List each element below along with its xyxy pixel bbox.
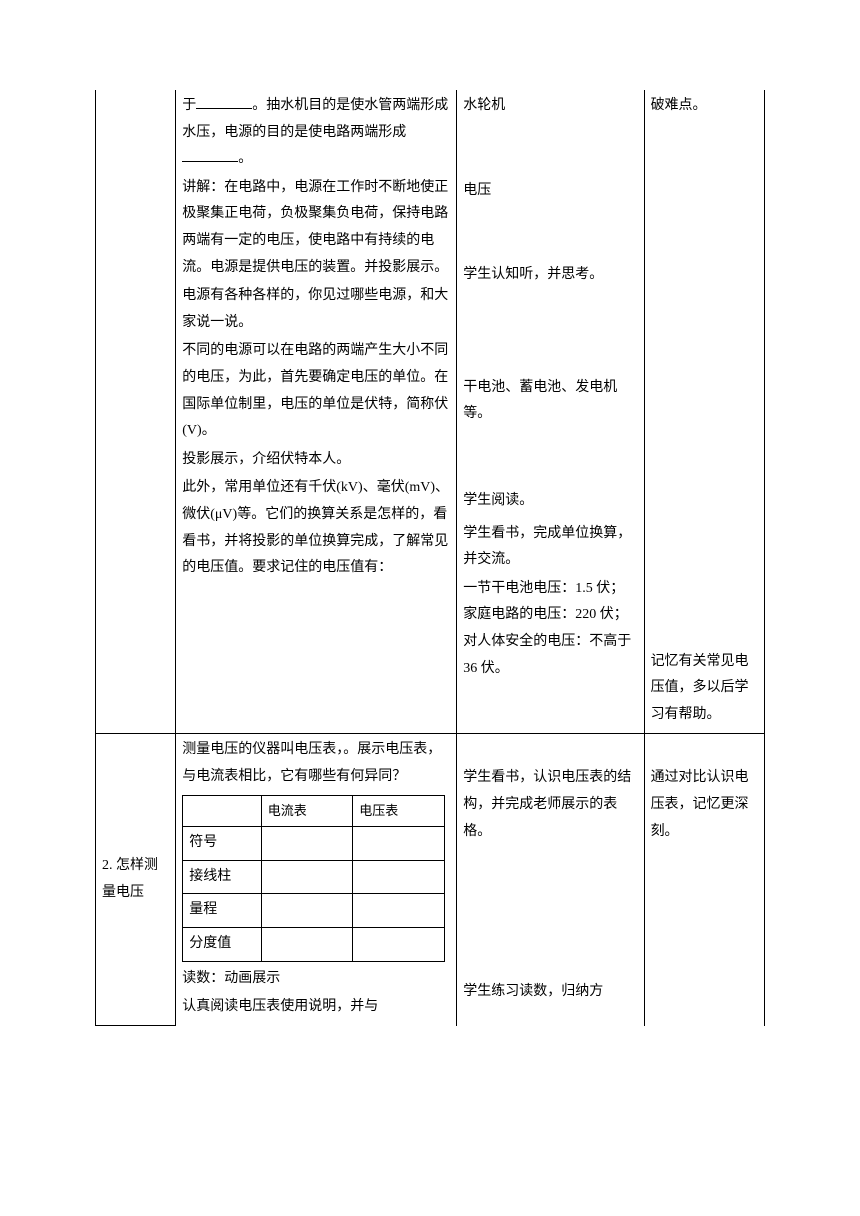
content-row-1: 于。抽水机目的是使水管两端形成水压，电源的目的是使电路两端形成。 讲解：在电路中… [96, 90, 765, 734]
paragraph: 破难点。 [651, 93, 758, 120]
paragraph: 认真阅读电压表使用说明，并与 [182, 994, 450, 1021]
spacer [651, 122, 758, 647]
spacer [651, 737, 758, 763]
spacer [463, 430, 637, 486]
table-cell [353, 894, 445, 928]
section-title: 2. 怎样测量电压 [102, 853, 169, 906]
paragraph: 一节干电池电压：1.5 伏；家庭电路的电压：220 伏；对人体安全的电压：不高于… [463, 576, 637, 682]
paragraph: 电压 [463, 178, 637, 205]
paragraph: 通过对比认识电压表，记忆更深刻。 [651, 765, 758, 845]
table-header-row: 电流表 电压表 [183, 795, 445, 827]
student-activity-cell: 学生看书，认识电压表的结构，并完成老师展示的表格。 学生练习读数，归纳方 [457, 734, 644, 1026]
paragraph: 学生阅读。 [463, 488, 637, 515]
table-cell [353, 827, 445, 861]
table-row: 分度值 [183, 928, 445, 962]
table-header: 电流表 [261, 795, 353, 827]
paragraph: 读数：动画展示 [182, 966, 450, 993]
fill-blank [196, 95, 252, 109]
table-cell [261, 827, 353, 861]
section-label-cell: 2. 怎样测量电压 [96, 734, 176, 1026]
table-header [183, 795, 261, 827]
text: 。 [238, 151, 252, 166]
spacer [463, 291, 637, 373]
table-cell: 符号 [183, 827, 261, 861]
table-cell: 分度值 [183, 928, 261, 962]
paragraph: 学生练习读数，归纳方 [463, 979, 637, 1006]
table-cell [353, 928, 445, 962]
paragraph: 电源有各种各样的，你见过哪些电源，和大家说一说。 [182, 283, 450, 336]
paragraph: 水轮机 [463, 93, 637, 120]
design-intent-cell: 通过对比认识电压表，记忆更深刻。 [644, 734, 764, 1026]
spacer [463, 517, 637, 519]
teacher-activity-cell: 测量电压的仪器叫电压表，。展示电压表，与电流表相比，它有哪些有何异同？ 电流表 … [176, 734, 457, 1026]
teacher-activity-cell: 于。抽水机目的是使水管两端形成水压，电源的目的是使电路两端形成。 讲解：在电路中… [176, 90, 457, 734]
paragraph: 不同的电源可以在电路的两端产生大小不同的电压，为此，首先要确定电压的单位。在国际… [182, 338, 450, 444]
paragraph: 学生看书，完成单位换算，并交流。 [463, 521, 637, 574]
paragraph: 讲解：在电路中，电源在工作时不断地使正极聚集正电荷，负极聚集负电荷，保持电路两端… [182, 175, 450, 281]
paragraph: 学生看书，认识电压表的结构，并完成老师展示的表格。 [463, 765, 637, 845]
table-cell [261, 894, 353, 928]
spacer [463, 206, 637, 260]
table-cell [353, 860, 445, 894]
spacer [463, 737, 637, 763]
paragraph: 测量电压的仪器叫电压表，。展示电压表，与电流表相比，它有哪些有何异同？ [182, 737, 450, 790]
paragraph: 记忆有关常见电压值，多以后学习有帮助。 [651, 649, 758, 729]
student-activity-cell: 水轮机 电压 学生认知听，并思考。 干电池、蓄电池、发电机等。 学生阅读。 学生… [457, 90, 644, 734]
spacer [463, 122, 637, 176]
content-row-2: 2. 怎样测量电压 测量电压的仪器叫电压表，。展示电压表，与电流表相比，它有哪些… [96, 734, 765, 1026]
paragraph: 此外，常用单位还有千伏(kV)、毫伏(mV)、微伏(μV)等。它们的换算关系是怎… [182, 475, 450, 581]
design-intent-cell: 破难点。 记忆有关常见电压值，多以后学习有帮助。 [644, 90, 764, 734]
spacer [463, 847, 637, 977]
table-row: 接线柱 [183, 860, 445, 894]
fill-blank [182, 148, 238, 162]
paragraph: 投影展示，介绍伏特本人。 [182, 447, 450, 474]
table-row: 量程 [183, 894, 445, 928]
paragraph: 干电池、蓄电池、发电机等。 [463, 375, 637, 428]
table-cell [261, 928, 353, 962]
table-row: 符号 [183, 827, 445, 861]
table-header: 电压表 [353, 795, 445, 827]
section-label-cell [96, 90, 176, 734]
text: 于 [182, 98, 196, 113]
table-cell: 接线柱 [183, 860, 261, 894]
paragraph: 学生认知听，并思考。 [463, 262, 637, 289]
comparison-table: 电流表 电压表 符号 接线柱 量程 [182, 795, 445, 962]
table-cell: 量程 [183, 894, 261, 928]
table-cell [261, 860, 353, 894]
lesson-plan-table: 于。抽水机目的是使水管两端形成水压，电源的目的是使电路两端形成。 讲解：在电路中… [95, 90, 765, 1026]
paragraph: 于。抽水机目的是使水管两端形成水压，电源的目的是使电路两端形成。 [182, 93, 450, 173]
